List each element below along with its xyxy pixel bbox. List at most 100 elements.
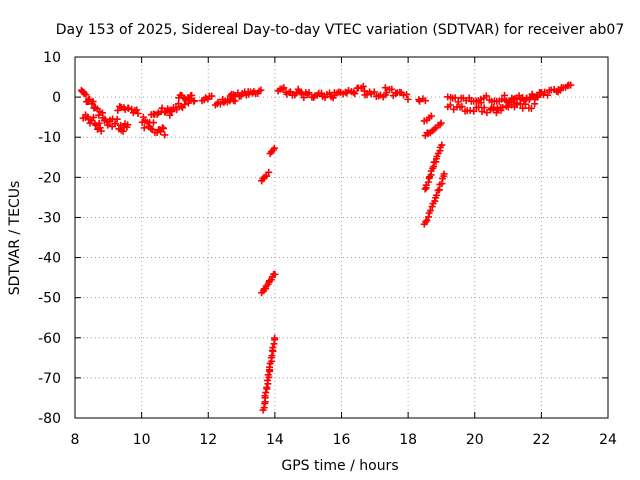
data-point [224, 96, 232, 104]
data-point [305, 89, 313, 97]
data-point [188, 91, 196, 99]
data-point [149, 119, 157, 127]
x-tick-label: 24 [599, 432, 617, 448]
data-segment [421, 119, 445, 140]
data-point [190, 97, 198, 105]
data-point [216, 100, 224, 108]
data-segment [421, 141, 446, 193]
data-point [139, 113, 147, 121]
data-point [160, 124, 168, 132]
data-segment [266, 144, 278, 158]
data-segment [101, 115, 132, 135]
data-segment [79, 111, 105, 135]
data-point [263, 172, 271, 180]
data-point [263, 383, 271, 391]
data-point [166, 111, 174, 119]
data-point [95, 119, 103, 127]
axis-ticks [74, 56, 609, 419]
data-point [519, 104, 527, 112]
y-axis-label: SDTVAR / TECUs [7, 181, 23, 296]
x-tick-label: 22 [532, 432, 550, 448]
data-point [458, 103, 466, 111]
y-tick-label: 0 [52, 90, 61, 106]
data-segment [138, 113, 169, 139]
data-segment [258, 168, 273, 185]
data-point [173, 106, 181, 114]
y-tick-label: -60 [38, 331, 61, 347]
data-point [470, 107, 478, 115]
data-point [480, 104, 488, 112]
data-point [451, 94, 459, 102]
data-point [168, 108, 176, 116]
data-point [82, 91, 90, 99]
data-point [159, 124, 167, 132]
data-point [95, 111, 103, 119]
data-segment [381, 84, 412, 103]
data-marks [77, 81, 575, 414]
data-point [89, 113, 97, 121]
grid-layer [75, 57, 608, 418]
data-point [111, 120, 119, 128]
data-point [300, 94, 308, 102]
data-point [270, 144, 278, 152]
data-point [437, 119, 445, 127]
data-point [527, 104, 535, 112]
data-point [269, 344, 277, 352]
y-tick-label: -10 [38, 130, 61, 146]
y-tick-label: -80 [38, 411, 61, 427]
data-segment [444, 93, 485, 107]
data-point [533, 92, 541, 100]
y-tick-labels: 10 0 -10 -20 -30 -40 -50 -60 -70 -80 [38, 50, 61, 427]
data-point [351, 90, 359, 98]
data-point [286, 88, 294, 96]
x-axis-label: GPS time / hours [281, 458, 398, 474]
data-point [525, 96, 533, 104]
y-tick-label: -30 [38, 210, 61, 226]
data-point [404, 95, 412, 103]
x-tick-label: 10 [133, 432, 151, 448]
data-point [454, 98, 462, 106]
data-point [208, 92, 216, 100]
data-point [97, 127, 105, 135]
data-point [181, 100, 189, 108]
data-point [359, 82, 367, 90]
x-tick-label: 12 [199, 432, 217, 448]
data-segment [420, 170, 448, 228]
data-point [96, 124, 104, 132]
data-point [544, 91, 552, 99]
x-tick-label: 14 [266, 432, 284, 448]
data-point [403, 90, 411, 98]
data-point [257, 86, 265, 94]
data-point [501, 91, 509, 99]
data-point [438, 141, 446, 149]
data-segment [114, 102, 142, 118]
data-segment [554, 81, 575, 96]
data-point [427, 112, 435, 120]
data-point [140, 124, 148, 132]
data-point [271, 334, 279, 342]
data-point [483, 109, 491, 117]
data-point [423, 216, 431, 224]
data-segment [330, 82, 369, 98]
y-tick-label: -50 [38, 291, 61, 307]
x-tick-labels: 8 10 12 14 16 18 20 22 24 [71, 432, 617, 448]
data-point [124, 121, 132, 129]
data-point [422, 218, 430, 226]
x-tick-label: 8 [71, 432, 80, 448]
data-point [431, 197, 439, 205]
data-point [567, 81, 575, 89]
data-point [493, 104, 501, 112]
data-segment [258, 270, 279, 297]
x-tick-label: 16 [333, 432, 351, 448]
data-segment [84, 95, 108, 125]
data-point [426, 207, 434, 215]
data-segment [224, 88, 253, 104]
data-point [133, 106, 141, 114]
data-point [86, 95, 94, 103]
data-point [164, 106, 172, 114]
data-segment [175, 91, 196, 103]
data-point [134, 110, 142, 118]
data-segment [259, 334, 279, 414]
data-point [446, 101, 454, 109]
